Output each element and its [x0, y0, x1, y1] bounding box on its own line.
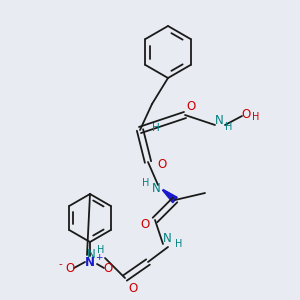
Text: -: -	[58, 259, 62, 269]
Text: H: H	[142, 178, 150, 188]
Text: O: O	[140, 218, 150, 230]
Text: O: O	[158, 158, 166, 170]
Text: H: H	[152, 123, 160, 133]
Text: H: H	[175, 239, 183, 249]
Polygon shape	[163, 190, 177, 203]
Text: O: O	[65, 262, 75, 275]
Text: O: O	[242, 107, 250, 121]
Text: N: N	[214, 115, 224, 128]
Text: N: N	[87, 248, 95, 262]
Text: +: +	[95, 254, 103, 262]
Text: O: O	[128, 281, 138, 295]
Text: H: H	[225, 122, 233, 132]
Text: N: N	[163, 232, 171, 244]
Text: H: H	[97, 245, 105, 255]
Text: O: O	[186, 100, 196, 113]
Text: N: N	[85, 256, 95, 268]
Text: H: H	[252, 112, 260, 122]
Text: O: O	[103, 262, 112, 275]
Text: N: N	[152, 182, 160, 196]
